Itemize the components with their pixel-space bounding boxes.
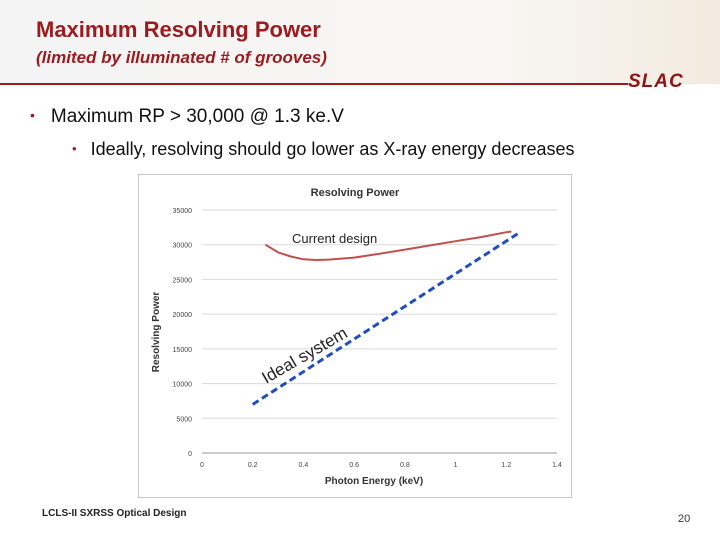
chart-container: 0 5000 10000 15000 20000 25000 30000 35000 0 0.2… (138, 174, 572, 498)
bullet-dot-icon: • (72, 141, 77, 156)
x-tick-label: 1 (454, 462, 458, 469)
y-tick-label: 15000 (173, 347, 193, 354)
annotation-current-design: Current design (292, 231, 377, 246)
title-rule (0, 83, 628, 85)
annotation-ideal-system: Ideal system (259, 323, 351, 387)
x-axis-label: Photon Energy (keV) (325, 476, 423, 487)
y-tick-label: 30000 (173, 243, 193, 250)
current-design-curve (264, 230, 512, 261)
resolving-power-chart: 0 5000 10000 15000 20000 25000 30000 35000 0 0.2… (151, 187, 562, 487)
title-band (0, 0, 720, 84)
bullet-dot-icon: • (30, 107, 35, 123)
series-layer (251, 230, 520, 406)
x-tick-label: 0 (200, 462, 204, 469)
bullet-2-text: Ideally, resolving should go lower as X-… (90, 139, 575, 159)
slide-subtitle: (limited by illuminated # of grooves) (36, 48, 327, 67)
y-tick-label: 0 (188, 451, 192, 458)
x-tick-labels: 0 0.2 0.4 0.6 0.8 1 1.2 1.4 (200, 462, 562, 469)
x-tick-label: 0.2 (248, 462, 258, 469)
y-tick-label: 35000 (173, 208, 193, 215)
x-tick-label: 0.6 (349, 462, 359, 469)
footer-text: LCLS-II SXRSS Optical Design (42, 508, 187, 519)
x-tick-label: 0.4 (299, 462, 309, 469)
slac-logo: SLAC (628, 71, 684, 92)
y-tick-labels: 0 5000 10000 15000 20000 25000 30000 35000 (173, 208, 193, 458)
y-axis-label: Resolving Power (151, 292, 162, 373)
bullet-1: • Maximum RP > 30,000 @ 1.3 ke.V (30, 106, 344, 128)
x-tick-label: 1.2 (501, 462, 511, 469)
bullet-1-text: Maximum RP > 30,000 @ 1.3 ke.V (50, 106, 344, 127)
page-number: 20 (678, 513, 691, 525)
bullet-2: • Ideally, resolving should go lower as X… (72, 139, 574, 160)
grid-lines (202, 209, 557, 454)
x-tick-label: 1.4 (552, 462, 562, 469)
x-tick-label: 0.8 (400, 462, 410, 469)
y-tick-label: 10000 (173, 382, 193, 389)
ideal-system-line (251, 231, 520, 406)
y-tick-label: 5000 (176, 416, 192, 423)
y-tick-label: 25000 (173, 277, 193, 284)
y-tick-label: 20000 (173, 312, 193, 319)
chart-title: Resolving Power (311, 187, 400, 199)
slide-title: Maximum Resolving Power (36, 17, 321, 42)
